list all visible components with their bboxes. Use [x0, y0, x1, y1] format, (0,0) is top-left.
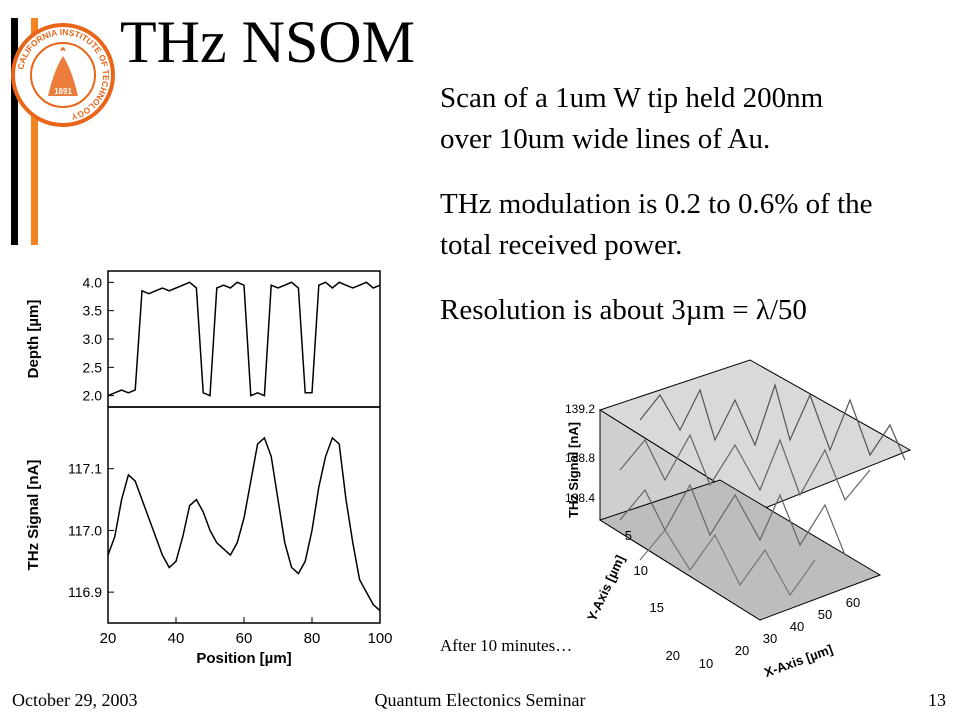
- y-tick-label: 15: [650, 600, 664, 615]
- x-axis-label: X-Axis [µm]: [762, 641, 835, 680]
- z-tick-label: 138.4: [565, 491, 595, 505]
- x-tick-label: 60: [236, 630, 253, 647]
- x-tick-label: 40: [790, 619, 804, 634]
- x-tick-label: 40: [168, 630, 185, 647]
- seal-year: 1891: [54, 87, 72, 96]
- y-tick-label: 5: [625, 528, 632, 543]
- y-tick-label: 2.0: [83, 388, 103, 404]
- x-tick-label: 20: [735, 643, 749, 658]
- depth-plot: 4.0 3.5 3.0 2.5 2.0 Depth [µm]: [25, 274, 381, 404]
- surface-ridge-line: [619, 433, 871, 502]
- z-tick-label: 138.8: [565, 451, 595, 465]
- accent-bar-black: [11, 18, 18, 245]
- y-tick-label: 117.0: [68, 522, 102, 538]
- z-axis-label: THz Signal [nA]: [566, 422, 581, 518]
- x-tick-label: 10: [699, 656, 713, 671]
- x-tick-label: 30: [763, 631, 777, 646]
- x-axis-label: Position [µm]: [196, 650, 291, 667]
- signal-plot: 117.1 117.0 116.9 THz Signal [nA] 20 40 60 80 10…: [25, 436, 393, 667]
- x-tick-label: 50: [818, 607, 832, 622]
- slide-title: THz NSOM: [120, 9, 415, 75]
- surface-ridge-line: [619, 483, 846, 556]
- footer-title: Quantum Electonics Seminar: [374, 690, 586, 710]
- footer-page-number: 13: [928, 690, 946, 710]
- y-tick-label: 3.5: [83, 303, 103, 319]
- y-tick-label: 2.5: [83, 359, 103, 375]
- y-tick-label: 20: [666, 648, 680, 663]
- x-tick-label: 80: [304, 630, 321, 647]
- surface-ridge-line: [639, 382, 906, 461]
- figure-caption: After 10 minutes…: [440, 636, 573, 655]
- z-tick-label: 139.2: [565, 402, 595, 416]
- y-axis-label: Y-Axis [µm]: [584, 553, 628, 624]
- bullet-scan: Scan of a 1um W tip held 200nm over 10um…: [440, 82, 824, 155]
- caltech-seal-logo: CALIFORNIA INSTITUTE OF TECHNOLOGY 1891: [11, 23, 115, 127]
- accent-bar-orange: [31, 18, 38, 245]
- x-tick-label: 20: [100, 630, 117, 647]
- y-tick-label: 116.9: [68, 584, 102, 600]
- y-axis-label: THz Signal [nA]: [25, 460, 42, 571]
- y-tick-label: 3.0: [83, 331, 103, 347]
- series-line: [107, 281, 381, 397]
- bullet-list: Scan of a 1um W tip held 200nm over 10um…: [440, 78, 880, 355]
- footer-date: October 29, 2003: [12, 690, 138, 710]
- surface-floor: [598, 479, 882, 621]
- x-tick-label: 100: [367, 630, 392, 647]
- surface-ridge-line: [639, 528, 816, 597]
- y-tick-label: 117.1: [68, 461, 102, 477]
- x-tick-label: 60: [846, 595, 860, 610]
- y-axis-label: Depth [µm]: [25, 300, 42, 379]
- y-tick-label: 4.0: [83, 274, 103, 290]
- bullet-resolution: Resolution is about 3µm = λ/50: [440, 294, 807, 326]
- series-line: [107, 436, 381, 612]
- bullet-modulation: THz modulation is 0.2 to 0.6% of the tot…: [440, 188, 873, 261]
- y-tick-label: 10: [634, 563, 648, 578]
